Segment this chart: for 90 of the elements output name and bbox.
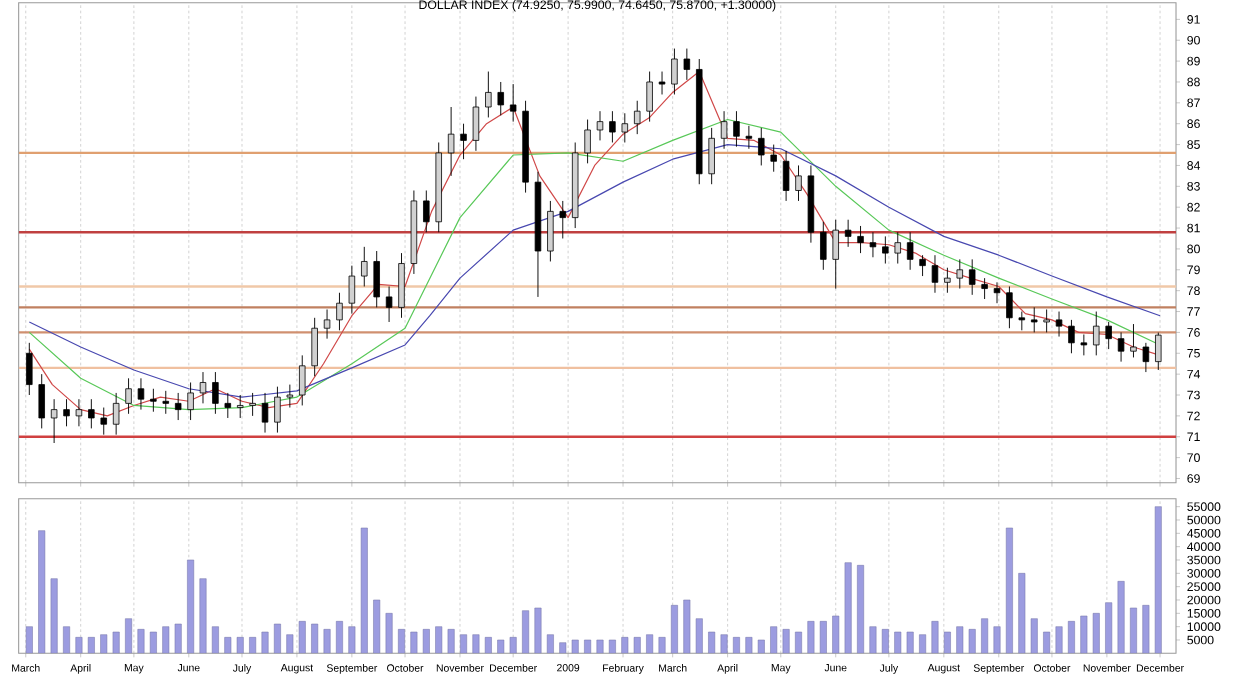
candlestick	[1055, 311, 1063, 338]
candlestick	[956, 258, 964, 290]
candlestick	[398, 252, 405, 319]
candlestick	[497, 81, 504, 116]
candlestick	[782, 150, 790, 202]
candlestick	[894, 231, 901, 264]
candlestick	[770, 144, 777, 173]
candlestick	[844, 219, 852, 248]
candlestick	[100, 407, 107, 436]
candlestick	[472, 96, 480, 152]
candlestick	[857, 225, 864, 254]
candlestick	[795, 164, 802, 202]
candlestick	[336, 292, 343, 331]
candlestick	[882, 235, 889, 264]
candlestick	[385, 286, 393, 323]
candlestick	[236, 394, 244, 419]
candlestick	[906, 231, 914, 271]
candlestick	[75, 398, 83, 427]
candlestick	[162, 390, 170, 415]
candlestick	[1018, 311, 1026, 331]
candlestick	[869, 231, 877, 258]
candlestick	[559, 200, 567, 239]
candlestick	[286, 384, 294, 409]
candlestick	[361, 246, 368, 287]
candlestick	[1043, 308, 1050, 333]
candlestick	[1142, 342, 1150, 373]
candlestick	[423, 190, 430, 233]
bar	[993, 626, 1001, 654]
candlestick	[50, 398, 58, 444]
candlestick	[199, 371, 207, 404]
bar	[931, 621, 939, 654]
candlestick	[1080, 334, 1088, 356]
candlestick	[931, 254, 939, 294]
candlestick	[993, 281, 1001, 304]
candlestick	[944, 267, 951, 294]
candlestick	[38, 373, 45, 429]
candlestick	[832, 219, 839, 290]
candlestick	[1093, 311, 1100, 356]
candlestick	[745, 125, 753, 150]
candlestick	[708, 127, 715, 185]
candlestick	[1117, 331, 1125, 363]
candlestick	[63, 398, 70, 427]
candlestick	[646, 71, 653, 123]
candlestick	[968, 258, 976, 296]
candlestick	[1130, 323, 1137, 358]
candlestick	[447, 106, 455, 177]
candlestick	[311, 317, 318, 377]
candlestick	[187, 382, 194, 421]
candlestick	[348, 265, 356, 315]
candlestick	[150, 388, 157, 413]
candlestick	[509, 83, 517, 123]
candlestick	[1068, 319, 1075, 354]
candlestick	[596, 110, 604, 141]
candlestick	[323, 308, 331, 340]
candlestick	[658, 71, 666, 95]
candlestick	[88, 398, 95, 429]
candlestick	[981, 277, 988, 300]
bar	[1055, 626, 1063, 654]
candlestick	[609, 110, 616, 143]
candlestick	[919, 254, 926, 277]
candlestick	[212, 371, 219, 415]
candlestick	[720, 110, 728, 150]
candlestick	[274, 386, 281, 434]
candlestick	[671, 48, 678, 95]
candlestick	[373, 250, 380, 308]
candlestick	[299, 354, 306, 406]
candlestick	[249, 392, 256, 417]
bar	[534, 607, 542, 654]
candlestick	[683, 48, 691, 81]
candlestick	[633, 100, 641, 135]
candlestick	[621, 112, 629, 143]
candlestick	[1030, 306, 1038, 333]
bar	[199, 578, 207, 654]
candlestick	[547, 200, 554, 262]
candlestick	[485, 71, 492, 118]
candlestick	[1105, 321, 1112, 350]
candlestick	[1006, 286, 1013, 329]
candlestick	[112, 392, 120, 436]
candlestick	[820, 221, 827, 271]
candlestick	[26, 342, 33, 396]
candlestick	[733, 110, 740, 148]
candlestick	[460, 123, 467, 160]
candlestick	[174, 392, 182, 421]
candlestick	[224, 392, 232, 419]
candlestick	[584, 119, 591, 164]
candlestick	[125, 377, 132, 415]
bar	[137, 629, 145, 654]
candlestick	[137, 377, 145, 411]
candlestick	[758, 127, 765, 166]
candlestick	[261, 392, 269, 434]
